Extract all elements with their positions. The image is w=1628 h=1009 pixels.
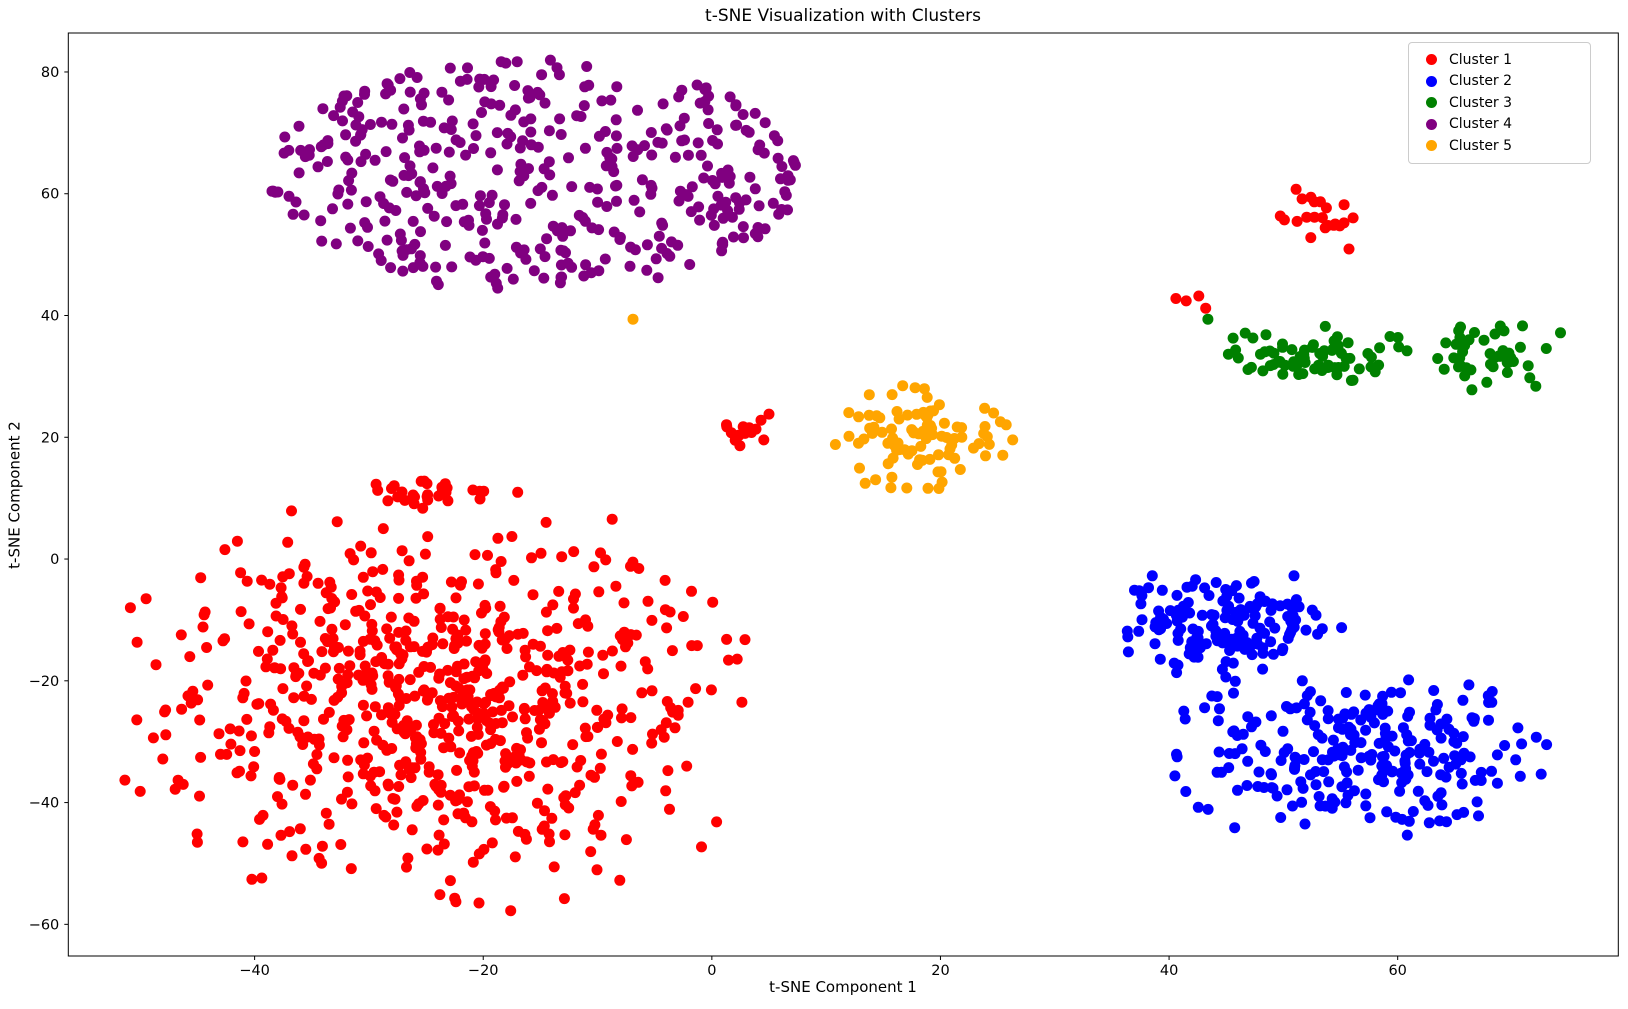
legend-item-cluster-2: Cluster 2 xyxy=(1409,71,1590,93)
y-tick-label: 40 xyxy=(41,309,59,325)
legend-label: Cluster 3 xyxy=(1449,94,1513,111)
legend-label: Cluster 4 xyxy=(1449,116,1513,133)
series-cluster-4 xyxy=(266,54,801,294)
y-tick-label: −40 xyxy=(29,796,60,812)
legend-item-cluster-5: Cluster 5 xyxy=(1409,135,1590,157)
x-tick-label: −20 xyxy=(468,963,499,979)
legend-item-cluster-1: Cluster 1 xyxy=(1409,49,1590,71)
x-tick-label: 60 xyxy=(1388,963,1406,979)
x-tick-label: 0 xyxy=(707,963,716,979)
y-tick-label: −20 xyxy=(29,674,60,690)
x-tick-label: 20 xyxy=(931,963,949,979)
series-cluster-3 xyxy=(1202,313,1566,396)
chart-title: t-SNE Visualization with Clusters xyxy=(705,6,981,26)
legend: Cluster 1 Cluster 2 Cluster 3 Cluster 4 … xyxy=(1408,42,1591,164)
legend-marker-cluster-3-icon xyxy=(1426,97,1437,109)
y-axis-label: t-SNE Component 2 xyxy=(5,421,24,569)
y-tick-label: 60 xyxy=(41,187,59,203)
legend-item-cluster-3: Cluster 3 xyxy=(1409,92,1590,114)
series-cluster-5 xyxy=(627,313,1019,494)
x-tick-label: 40 xyxy=(1160,963,1178,979)
legend-marker-cluster-2-icon xyxy=(1426,75,1437,87)
y-tick-label: 20 xyxy=(41,430,59,446)
legend-marker-cluster-1-icon xyxy=(1426,54,1437,66)
y-tick-label: 80 xyxy=(41,65,59,81)
x-axis-label: t-SNE Component 1 xyxy=(769,978,917,996)
legend-marker-cluster-4-icon xyxy=(1426,118,1437,130)
legend-item-cluster-4: Cluster 4 xyxy=(1409,114,1590,136)
series-cluster-2 xyxy=(1121,570,1553,841)
axis-ticks: −40 −20 0 20 40 60 −60 −40 −20 0 20 40 60 80 xyxy=(29,65,1407,979)
legend-label: Cluster 5 xyxy=(1449,137,1513,154)
x-tick-label: −40 xyxy=(239,963,270,979)
legend-label: Cluster 1 xyxy=(1449,51,1513,68)
plot-spines xyxy=(67,32,1619,957)
y-tick-label: 0 xyxy=(50,552,59,568)
legend-label: Cluster 2 xyxy=(1449,73,1513,90)
legend-marker-cluster-5-icon xyxy=(1426,140,1437,152)
y-tick-label: −60 xyxy=(29,917,60,933)
series-cluster-1 xyxy=(119,183,1359,917)
